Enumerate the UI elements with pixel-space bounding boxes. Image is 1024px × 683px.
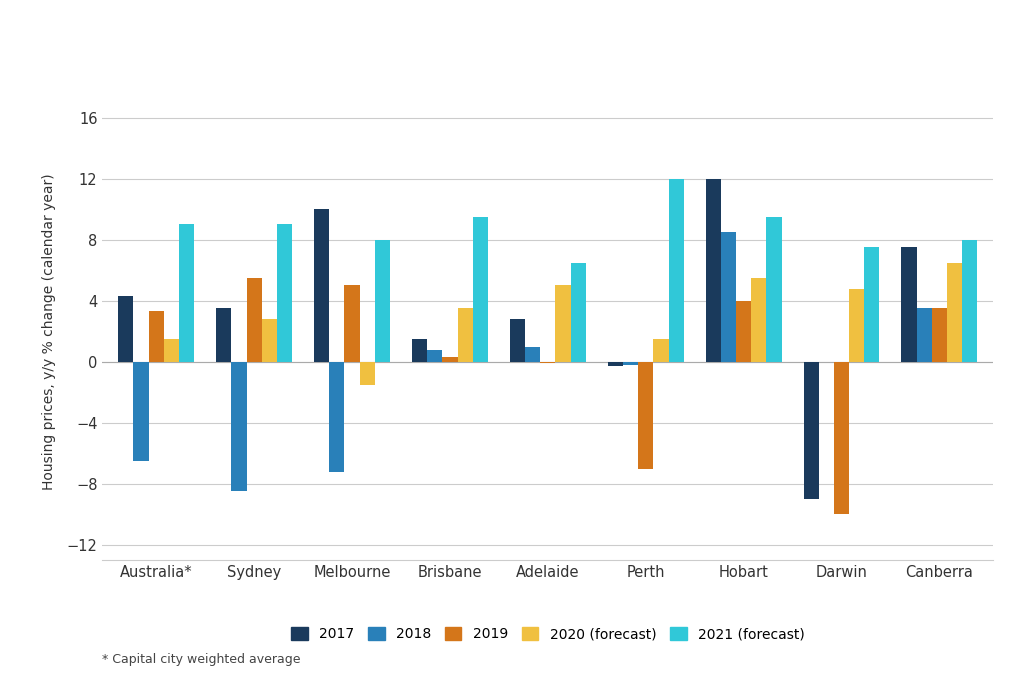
Legend: 2017, 2018, 2019, 2020 (forecast), 2021 (forecast): 2017, 2018, 2019, 2020 (forecast), 2021 …	[286, 622, 810, 647]
Text: Housing price forecasts, by capital city: Housing price forecasts, by capital city	[252, 27, 772, 52]
Bar	[932, 308, 947, 362]
Bar	[344, 285, 359, 362]
Bar	[179, 225, 195, 362]
Bar	[669, 179, 684, 362]
Bar	[901, 247, 916, 362]
Bar	[525, 346, 541, 362]
Bar	[473, 217, 487, 362]
Text: * Capital city weighted average: * Capital city weighted average	[102, 653, 301, 666]
Bar	[653, 339, 669, 362]
Bar	[314, 209, 330, 362]
Bar	[638, 362, 653, 469]
Bar	[119, 296, 133, 362]
Bar	[164, 339, 179, 362]
Bar	[231, 362, 247, 491]
Bar	[148, 311, 164, 362]
Bar	[247, 278, 262, 362]
Bar	[849, 288, 864, 362]
Bar	[541, 362, 555, 363]
Bar	[216, 308, 231, 362]
Bar	[330, 362, 344, 471]
Bar	[834, 362, 849, 514]
Bar	[555, 285, 570, 362]
Bar	[133, 362, 148, 461]
Bar	[359, 362, 375, 385]
Bar	[963, 240, 977, 362]
Bar	[947, 262, 963, 362]
Bar	[427, 350, 442, 362]
Bar	[262, 319, 276, 362]
Bar	[721, 232, 736, 362]
Bar	[412, 339, 427, 362]
Bar	[510, 319, 525, 362]
Bar	[458, 308, 473, 362]
Bar	[864, 247, 880, 362]
Bar	[736, 301, 752, 362]
Y-axis label: Housing prices, y/y % change (calendar year): Housing prices, y/y % change (calendar y…	[42, 173, 55, 490]
Bar	[752, 278, 766, 362]
Bar	[706, 179, 721, 362]
Bar	[623, 362, 638, 365]
Bar	[375, 240, 390, 362]
Bar	[570, 262, 586, 362]
Bar	[766, 217, 781, 362]
Bar	[442, 357, 458, 362]
Bar	[804, 362, 819, 499]
Bar	[608, 362, 623, 366]
Bar	[276, 225, 292, 362]
Bar	[916, 308, 932, 362]
